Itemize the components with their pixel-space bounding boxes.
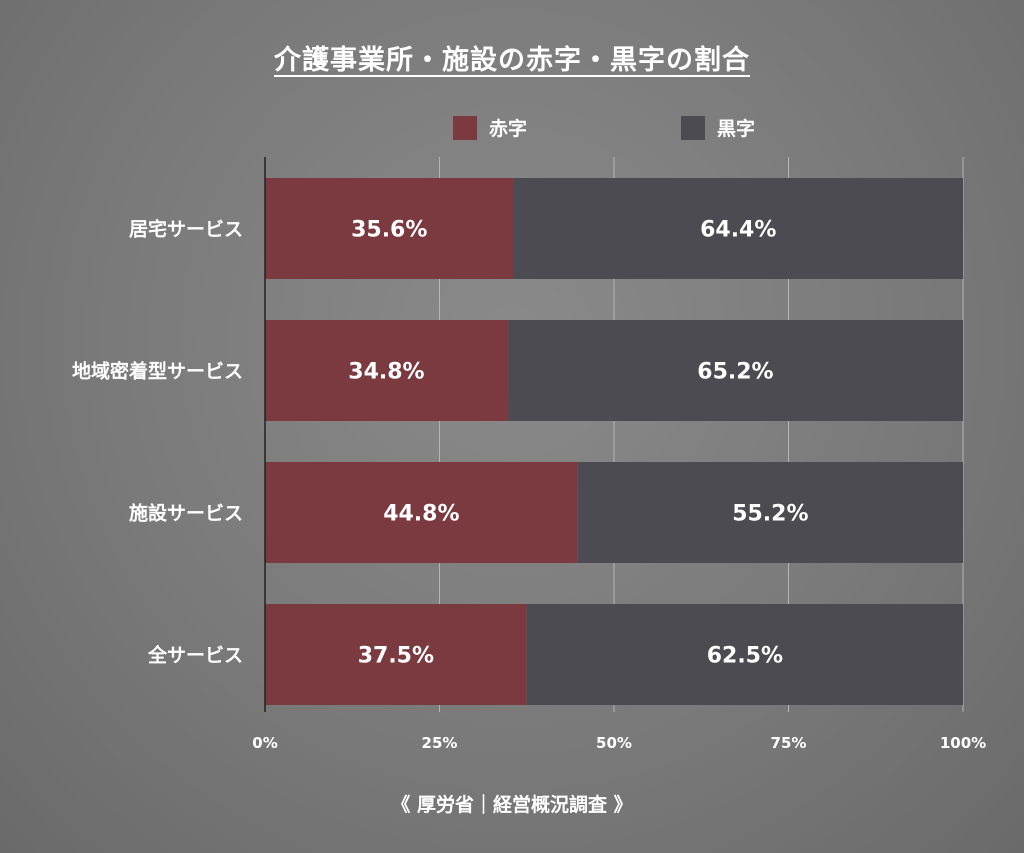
x-tick-label: 75%: [771, 734, 807, 752]
category-label: 施設サービス: [129, 502, 243, 525]
bar-surplus: [577, 462, 963, 563]
x-tick-label: 25%: [422, 734, 458, 752]
source-note: 《 厚労省｜経営概況調査 》: [391, 794, 633, 816]
legend-item-deficit: 赤字: [453, 114, 527, 141]
data-label-surplus: 62.5%: [707, 644, 783, 669]
bar-deficit: [265, 178, 514, 279]
bar-surplus: [526, 604, 963, 705]
data-label-surplus: 64.4%: [700, 218, 776, 243]
category-label: 居宅サービス: [129, 218, 243, 241]
category-label: 地域密着型サービス: [72, 360, 243, 383]
chart-title-text: 介護事業所・施設の赤字・黒字の割合: [274, 45, 750, 76]
data-label-deficit: 44.8%: [383, 502, 459, 527]
legend-label-surplus: 黒字: [717, 118, 756, 140]
data-label-surplus: 55.2%: [732, 502, 808, 527]
bar-surplus: [507, 320, 963, 421]
bar-deficit: [265, 320, 508, 421]
x-tick-label: 0%: [252, 734, 277, 752]
bar-surplus: [513, 178, 963, 279]
category-label: 全サービス: [147, 644, 243, 667]
bar-deficit: [265, 462, 578, 563]
legend-swatch-surplus: [681, 115, 705, 140]
data-label-deficit: 37.5%: [358, 644, 434, 669]
legend: 赤字 黒字: [0, 114, 1024, 144]
legend-swatch-deficit: [453, 115, 477, 140]
bar-deficit: [265, 604, 527, 705]
data-label-deficit: 34.8%: [348, 360, 424, 385]
legend-label-deficit: 赤字: [489, 118, 528, 140]
x-tick-label: 100%: [940, 734, 986, 752]
chart-title: 介護事業所・施設の赤字・黒字の割合: [0, 38, 1024, 77]
legend-item-surplus: 黒字: [681, 114, 755, 141]
data-label-surplus: 65.2%: [697, 360, 773, 385]
x-tick-label: 50%: [596, 734, 632, 752]
data-label-deficit: 35.6%: [351, 218, 427, 243]
